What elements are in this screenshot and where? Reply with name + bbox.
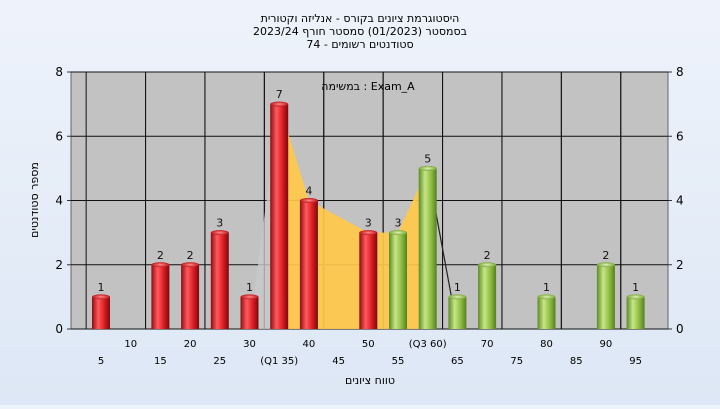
data-label-55: 3 (395, 217, 402, 230)
bar-80 (537, 296, 556, 329)
grid-lines (71, 71, 668, 330)
bar-top-20 (181, 262, 200, 268)
data-label-70: 2 (484, 249, 491, 262)
bar-20 (181, 264, 200, 329)
y-tick-right-0: 0 (676, 322, 684, 336)
bar-top-80 (537, 294, 556, 300)
x-tick-50: 50 (362, 339, 375, 350)
bar-top-55 (389, 230, 407, 236)
data-label-40: 4 (305, 185, 312, 198)
bar-top-95 (626, 294, 645, 300)
x-tick-70: 70 (481, 339, 494, 350)
x-tick-75: 75 (510, 356, 523, 367)
data-label-5: 1 (98, 281, 105, 294)
chart-title-line-2: בסמסטר (01/2023) סמסטר חורף 2023/24 (253, 25, 467, 38)
bar-top-15 (151, 262, 170, 268)
x-tick-40: 40 (303, 339, 316, 350)
y-axis-left-ticks: 0 2 4 6 8 (55, 65, 71, 336)
data-label-50: 3 (365, 217, 372, 230)
x-tick-35: (Q1 35) (260, 356, 298, 367)
y-tick-left-8: 8 (55, 65, 63, 79)
x-tick-80: 80 (540, 339, 553, 350)
data-label-15: 2 (157, 249, 164, 262)
x-tick-85: 85 (570, 356, 583, 367)
x-tick-45: 45 (332, 356, 345, 367)
x-tick-55: 55 (392, 356, 405, 367)
bar-55 (389, 232, 407, 329)
bar-5 (92, 296, 110, 329)
data-label-60: 5 (424, 152, 431, 165)
x-tick-95: 95 (629, 356, 642, 367)
bar-top-90 (596, 262, 615, 268)
x-axis-ticks: 5 10 15 20 25 30 (Q1 35) 40 45 50 55 (Q3 60) 65 70 75 8… (98, 339, 642, 367)
x-tick-65: 65 (451, 356, 464, 367)
bar-90 (596, 264, 615, 329)
x-axis-label: טווח ציונים (345, 374, 395, 387)
bar-top-65 (448, 294, 467, 300)
data-label-90: 2 (602, 249, 609, 262)
bar-top-30 (240, 294, 259, 300)
bar-top-60 (418, 165, 437, 171)
y-tick-right-4: 4 (676, 194, 684, 208)
bar-25 (210, 232, 229, 329)
bar-50 (359, 232, 378, 329)
data-label-80: 1 (543, 281, 550, 294)
x-tick-15: 15 (154, 356, 167, 367)
bar-top-25 (210, 230, 229, 236)
data-label-35: 7 (276, 88, 283, 101)
y-tick-right-2: 2 (676, 258, 684, 272)
x-tick-30: 30 (243, 339, 256, 350)
bar-95 (626, 296, 645, 329)
bar-top-5 (92, 294, 110, 300)
bar-30 (240, 296, 259, 329)
bar-60 (418, 168, 437, 329)
bar-15 (151, 264, 170, 329)
y-tick-right-6: 6 (676, 129, 684, 143)
bar-70 (478, 264, 497, 329)
x-tick-90: 90 (600, 339, 613, 350)
bar-35 (270, 104, 289, 329)
bar-top-70 (478, 262, 497, 268)
data-label-30: 1 (246, 281, 253, 294)
y-tick-left-4: 4 (55, 194, 63, 208)
chart-annotation: במשימה : Exam_A (321, 80, 415, 93)
x-tick-10: 10 (124, 339, 137, 350)
data-label-25: 3 (216, 217, 223, 230)
data-label-65: 1 (454, 281, 461, 294)
bar-65 (448, 296, 467, 329)
y-tick-left-2: 2 (55, 258, 63, 272)
bar-layer (92, 101, 645, 329)
x-tick-25: 25 (213, 356, 226, 367)
y-axis-right-ticks: 0 2 4 6 8 (668, 65, 684, 336)
bar-top-50 (359, 230, 378, 236)
data-label-layer: 1 2 2 3 1 7 4 3 3 5 1 2 1 2 1 (98, 88, 640, 294)
bar-top-40 (299, 198, 318, 203)
y-tick-left-0: 0 (55, 322, 63, 336)
y-tick-right-8: 8 (676, 65, 684, 79)
y-tick-left-6: 6 (55, 129, 63, 143)
chart-title-line-3: סטודנטים רשומים - 74 (306, 38, 413, 51)
x-tick-20: 20 (184, 339, 197, 350)
y-axis-label: מספר סטודנטים (28, 162, 41, 238)
data-label-20: 2 (187, 249, 194, 262)
data-label-95: 1 (632, 281, 639, 294)
bar-40 (299, 200, 318, 329)
chart-title-line-1: היסטוגרמת ציונים בקורס - אנליזה וקטורית (261, 12, 460, 25)
x-tick-5: 5 (98, 356, 104, 367)
x-tick-60: (Q3 60) (409, 339, 447, 350)
bar-top-35 (270, 101, 289, 107)
